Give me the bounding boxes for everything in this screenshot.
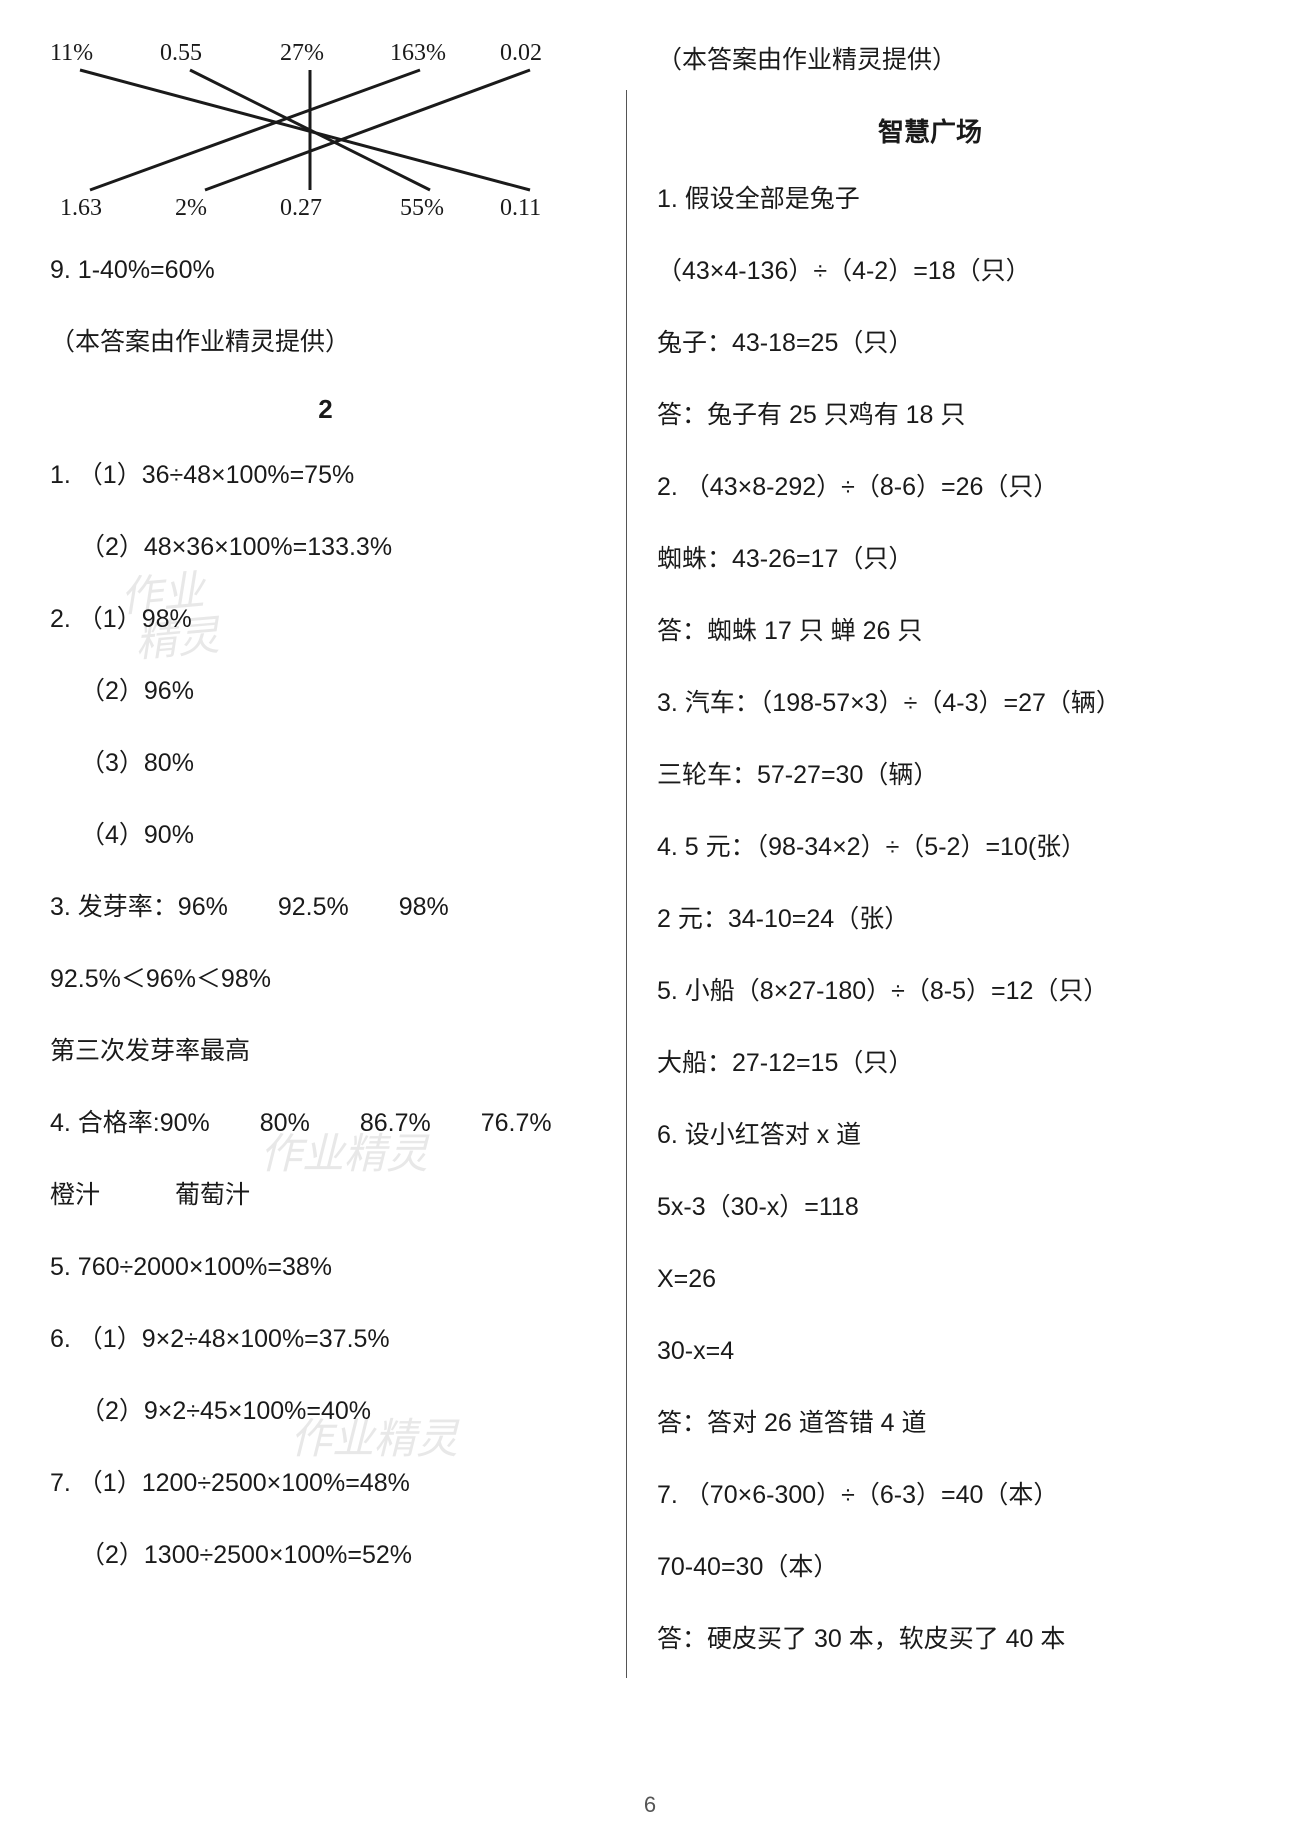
diagram-top-label: 0.02 (500, 40, 542, 67)
diagram-bottom-label: 0.11 (500, 195, 541, 222)
diagram-bottom-label: 1.63 (60, 195, 102, 222)
question-9: 9. 1-40%=60% (50, 250, 601, 290)
r-q1-ans: 答：兔子有 25 只鸡有 18 只 (657, 395, 1203, 435)
diagram-top-label: 0.55 (160, 40, 202, 67)
q3-compare: 92.5%＜96%＜98% (50, 959, 601, 999)
r-q6-x: X=26 (657, 1259, 1203, 1299)
q3: 3. 发芽率：96% 92.5% 98% (50, 887, 601, 927)
r-q2-calc: 2. （43×8-292）÷（8-6）=26（只） (657, 467, 1203, 507)
diagram-top-label: 11% (50, 40, 93, 67)
r-q4-5y: 4. 5 元：（98-34×2）÷（5-2）=10(张） (657, 827, 1203, 867)
q2-2: （2）96% (50, 671, 601, 711)
r-q6-set: 6. 设小红答对 x 道 (657, 1115, 1203, 1155)
q5: 5. 760÷2000×100%=38% (50, 1247, 601, 1287)
section-2-heading: 2 (50, 394, 601, 425)
q2-4: （4）90% (50, 815, 601, 855)
diagram-lines (50, 40, 560, 220)
wisdom-heading: 智慧广场 (657, 112, 1203, 149)
credit-left: （本答案由作业精灵提供） (50, 322, 601, 362)
r-q1-calc: （43×4-136）÷（4-2）=18（只） (657, 251, 1203, 291)
r-q6-ans: 答：答对 26 道答错 4 道 (657, 1403, 1203, 1443)
diagram-top-label: 163% (390, 40, 446, 67)
diagram-top-label: 27% (280, 40, 324, 67)
r-q6-wrong: 30-x=4 (657, 1331, 1203, 1371)
r-q7-sub: 70-40=30（本） (657, 1547, 1203, 1587)
q2-3: （3）80% (50, 743, 601, 783)
r-q7-calc: 7. （70×6-300）÷（6-3）=40（本） (657, 1475, 1203, 1515)
r-q3-car: 3. 汽车：（198-57×3）÷（4-3）=27（辆） (657, 683, 1203, 723)
q4: 4. 合格率:90% 80% 86.7% 76.7% (50, 1103, 601, 1143)
q7-2: （2）1300÷2500×100%=52% (50, 1535, 601, 1575)
q7-1: 7. （1）1200÷2500×100%=48% (50, 1463, 601, 1503)
r-q5-small: 5. 小船（8×27-180）÷（8-5）=12（只） (657, 971, 1203, 1011)
q6-1: 6. （1）9×2÷48×100%=37.5% (50, 1319, 601, 1359)
r-q7-ans: 答：硬皮买了 30 本，软皮买了 40 本 (657, 1619, 1203, 1659)
q1-2: （2）48×36×100%=133.3% (50, 527, 601, 567)
left-column: 11% 0.55 27% 163% 0.02 1.63 2% 0.27 55% 0.11 9. 1… (50, 40, 626, 1798)
matching-diagram: 11% 0.55 27% 163% 0.02 1.63 2% 0.27 55% 0.11 (50, 40, 560, 220)
q6-2: （2）9×2÷45×100%=40% (50, 1391, 601, 1431)
diagram-bottom-label: 2% (175, 195, 207, 222)
r-q1-assume: 1. 假设全部是兔子 (657, 179, 1203, 219)
r-q3-tri: 三轮车：57-27=30（辆） (657, 755, 1203, 795)
r-q5-big: 大船：27-12=15（只） (657, 1043, 1203, 1083)
r-q6-eq: 5x-3（30-x）=118 (657, 1187, 1203, 1227)
diagram-bottom-label: 0.27 (280, 195, 322, 222)
r-q1-rabbit: 兔子：43-18=25（只） (657, 323, 1203, 363)
q4-answer: 橙汁 葡萄汁 (50, 1175, 601, 1215)
r-q2-ans: 答：蜘蛛 17 只 蝉 26 只 (657, 611, 1203, 651)
right-column: （本答案由作业精灵提供） 智慧广场 1. 假设全部是兔子 （43×4-136）÷… (627, 40, 1203, 1798)
q2-1: 2. （1）98% (50, 599, 601, 639)
credit-right: （本答案由作业精灵提供） (657, 40, 1203, 80)
r-q2-spider: 蜘蛛：43-26=17（只） (657, 539, 1203, 579)
diagram-bottom-label: 55% (400, 195, 444, 222)
q3-answer: 第三次发芽率最高 (50, 1031, 601, 1071)
r-q4-2y: 2 元：34-10=24（张） (657, 899, 1203, 939)
q1-1: 1. （1）36÷48×100%=75% (50, 455, 601, 495)
